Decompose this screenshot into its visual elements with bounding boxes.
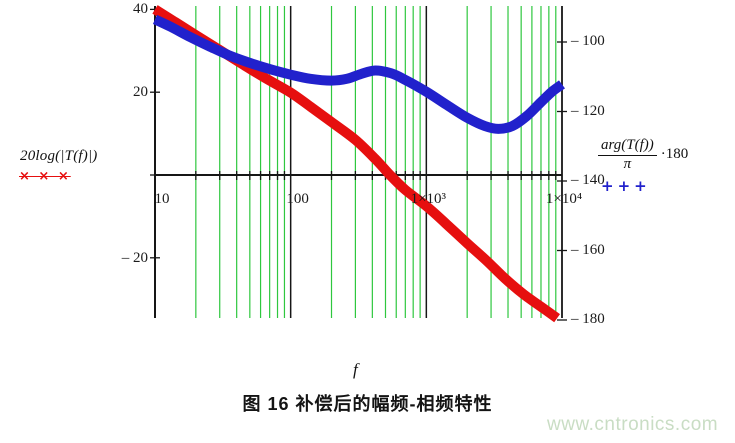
right-tick-label: – 100 bbox=[571, 33, 605, 49]
right-axis-denominator: π bbox=[623, 156, 632, 172]
right-tick-label: – 180 bbox=[571, 311, 605, 327]
left-tick-label: – 20 bbox=[121, 249, 148, 266]
right-axis-multiplier: ·180 bbox=[660, 146, 689, 162]
x-tick-label: 1×10⁴ bbox=[545, 191, 583, 207]
x-tick-label: 10 bbox=[154, 191, 170, 207]
series-magnitude_20log_T bbox=[152, 5, 560, 323]
right-axis-numerator: arg(T(f)) bbox=[598, 137, 657, 156]
right-tick-label: – 140 bbox=[571, 172, 605, 188]
series-phase_arg_T_deg bbox=[152, 14, 565, 134]
left-axis-title: 20log(|T(f)|) bbox=[20, 148, 98, 164]
right-tick-label: – 120 bbox=[571, 102, 605, 119]
watermark: www.cntronics.com bbox=[547, 414, 719, 435]
left-tick-label: 20 bbox=[133, 84, 148, 101]
right-tick-label: – 160 bbox=[571, 241, 605, 258]
phase-legend-marker: +++ bbox=[601, 177, 651, 195]
figure-caption: 图 16 补偿后的幅频-相频特性 bbox=[242, 394, 493, 414]
x-axis-title: f bbox=[353, 360, 358, 379]
right-axis-title: arg(T(f)) π ·180 bbox=[598, 137, 688, 172]
magnitude-legend-marker: × × × bbox=[19, 169, 71, 184]
right-axis-fraction: arg(T(f)) π bbox=[598, 137, 657, 172]
x-tick-label: 100 bbox=[286, 191, 309, 207]
x-tick-label: 1×10³ bbox=[410, 191, 447, 207]
left-tick-label: 40 bbox=[133, 1, 148, 18]
